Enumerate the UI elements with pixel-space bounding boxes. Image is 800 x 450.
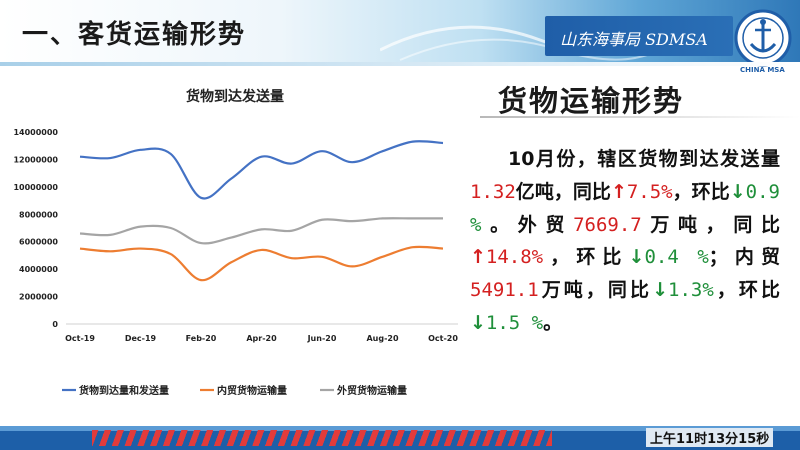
- x-tick-label: Dec-19: [125, 334, 157, 343]
- summary-text: 10月份，辖区货物到达发送量1.32亿吨，同比↑7.5%，环比↓0.9 %。外贸…: [470, 143, 780, 340]
- anchor-logo-icon: [734, 9, 792, 67]
- text-unit-domestic: 万吨，同比: [538, 279, 653, 302]
- value-total-mom: 0.9 %: [470, 180, 780, 236]
- legend-label: 外贸货物运输量: [336, 384, 407, 397]
- y-tick-label: 2000000: [19, 293, 58, 302]
- footer-highlight: [0, 426, 800, 431]
- arrow-up-icon: ↑: [610, 180, 627, 203]
- text-unit-foreign: 万吨，同比: [641, 213, 780, 236]
- value-total-yoy: 7.5%: [626, 180, 673, 203]
- panel-title-underline: [480, 116, 800, 118]
- y-tick-label: 4000000: [19, 265, 58, 274]
- y-tick-label: 0: [52, 320, 58, 329]
- arrow-down-icon: ↓: [628, 246, 645, 269]
- legend-label: 货物到达量和发送量: [79, 384, 169, 397]
- value-foreign: 7669.7: [573, 213, 642, 236]
- text-domestic: ；内贸: [708, 246, 780, 269]
- y-tick-label: 6000000: [19, 238, 58, 247]
- series-line: [79, 140, 444, 200]
- value-domestic: 5491.1: [470, 279, 539, 302]
- x-tick-label: Feb-20: [186, 334, 217, 343]
- logo-caption: CHINA MSA: [740, 66, 785, 74]
- cargo-line-chart: 14000000 12000000 10000000 8000000 6000000 40…: [13, 128, 458, 397]
- arrow-down-icon: ↓: [729, 180, 746, 203]
- text-foreign-mom: ，环比: [543, 246, 629, 269]
- arrow-down-icon: ↓: [652, 279, 668, 302]
- text-domestic-mom: ，环比: [713, 279, 780, 302]
- y-tick-label: 14000000: [13, 128, 58, 137]
- arrow-up-icon: ↑: [470, 246, 486, 269]
- y-tick-label: 10000000: [13, 183, 58, 192]
- x-tick-label: Aug-20: [366, 334, 399, 343]
- chart-title: 货物到达发送量: [186, 89, 284, 105]
- legend-label: 内贸货物运输量: [217, 384, 287, 397]
- value-foreign-mom: 0.4 %: [644, 246, 709, 269]
- arrow-down-icon: ↓: [470, 311, 486, 334]
- text-unit-total: 亿吨，同比: [515, 180, 611, 203]
- value-foreign-yoy: 14.8%: [485, 246, 544, 269]
- footer-stripes: [92, 430, 552, 446]
- x-tick-label: Apr-20: [246, 334, 277, 343]
- series-line: [79, 217, 443, 245]
- x-tick-label: Jun-20: [307, 334, 337, 343]
- brand-name: 山东海事局 SDMSA: [560, 30, 708, 49]
- y-tick-label: 8000000: [19, 210, 58, 219]
- y-tick-label: 12000000: [13, 155, 58, 164]
- value-domestic-yoy: 1.3%: [668, 279, 714, 302]
- text-foreign: 。外贸: [481, 213, 574, 236]
- value-total: 1.32: [470, 180, 516, 203]
- panel-title: 货物运输形势: [498, 84, 685, 118]
- x-tick-label: Oct-19: [65, 334, 95, 343]
- clock-readout: 上午11时13分15秒: [646, 428, 774, 447]
- text-end: 。: [543, 311, 563, 334]
- value-domestic-mom: 1.5 %: [485, 311, 544, 334]
- brand-bar: [545, 16, 733, 56]
- x-tick-label: Oct-20: [428, 334, 458, 343]
- series-line: [79, 245, 444, 282]
- text-intro: 10月份，辖区货物到达发送量: [508, 148, 780, 170]
- slide-title: 一、客货运输形势: [22, 20, 247, 50]
- header-separator: [0, 62, 800, 66]
- text-total-mom: ，环比: [672, 180, 730, 203]
